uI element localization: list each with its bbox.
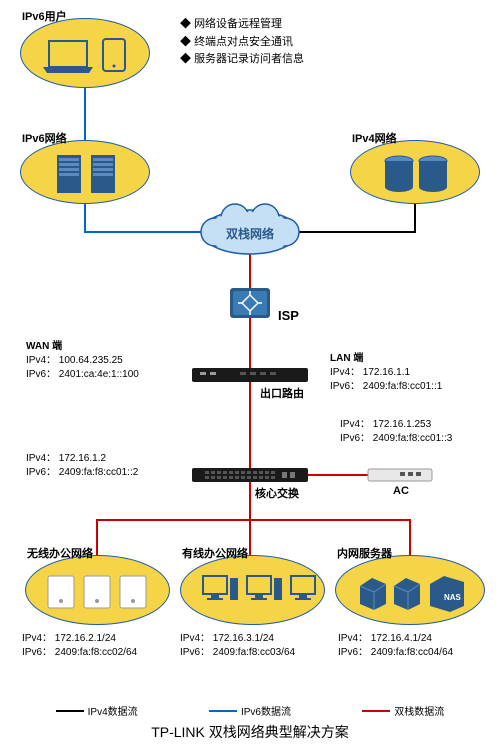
wan-addresses: WAN 端 IPv4： 100.64.235.25 IPv6： 2401:ca:… <box>26 340 139 382</box>
core-ipv4: IPv4： 172.16.1.2 <box>26 452 138 466</box>
core-addresses: IPv4： 172.16.1.2 IPv6： 2409:fa:f8:cc01::… <box>26 452 138 480</box>
wireless-node <box>25 555 170 625</box>
ipv4-network-node <box>350 140 480 204</box>
server-rack-icon <box>21 141 151 205</box>
wan-ipv4: IPv4： 100.64.235.25 <box>26 354 139 368</box>
desktop-pc-icon <box>181 556 326 626</box>
core-switch-label: 核心交换 <box>255 485 299 501</box>
ac-ipv6: IPv6： 2409:fa:f8:cc01::3 <box>340 432 452 446</box>
servers-ipv6: IPv6： 2409:fa:f8:cc04/64 <box>338 646 453 660</box>
lan-ipv6: IPv6： 2409:fa:f8:cc01::1 <box>330 380 442 394</box>
router-label: 出口路由 <box>260 385 304 401</box>
wireless-ipv6: IPv6： 2409:fa:f8:cc02/64 <box>22 646 137 660</box>
lan-addresses: LAN 端 IPv4： 172.16.1.1 IPv6： 2409:fa:f8:… <box>330 352 442 394</box>
bullet-3: 服务器记录访问者信息 <box>194 53 304 65</box>
legend-ipv4: IPv4数据流 <box>56 703 138 718</box>
legend-dual: 双栈数据流 <box>362 703 444 718</box>
servers-label: 内网服务器 <box>337 545 392 561</box>
laptop-tablet-icon <box>21 19 151 89</box>
servers-addresses: IPv4： 172.16.4.1/24 IPv6： 2409:fa:f8:cc0… <box>338 632 453 660</box>
wan-title: WAN 端 <box>26 340 139 354</box>
wired-ipv6: IPv6： 2409:fa:f8:cc03/64 <box>180 646 295 660</box>
router-device-icon <box>192 368 308 382</box>
isp-device-icon <box>230 288 270 318</box>
svg-text:NAS: NAS <box>444 593 462 602</box>
dual-stack-cloud-label: 双栈网络 <box>226 225 274 242</box>
wireless-label: 无线办公网络 <box>27 545 93 561</box>
ac-device-icon <box>368 469 432 481</box>
ac-label: AC <box>393 485 409 497</box>
wan-ipv6: IPv6： 2401:ca:4e:1::100 <box>26 368 139 382</box>
database-icon <box>351 141 481 205</box>
servers-node: NAS <box>335 555 485 625</box>
feature-bullets: ◆ 网络设备远程管理 ◆ 终端点对点安全通讯 ◆ 服务器记录访问者信息 <box>180 16 304 69</box>
wired-ipv4: IPv4： 172.16.3.1/24 <box>180 632 295 646</box>
diagram-canvas: IPv6用户 ◆ 网络设备远程管理 ◆ 终端点对点安全通讯 ◆ 服务器记录访问者… <box>0 0 500 750</box>
wireless-addresses: IPv4： 172.16.2.1/24 IPv6： 2409:fa:f8:cc0… <box>22 632 137 660</box>
ipv6-user-label: IPv6用户 <box>22 8 67 24</box>
ac-addresses: IPv4： 172.16.1.253 IPv6： 2409:fa:f8:cc01… <box>340 418 452 446</box>
wired-addresses: IPv4： 172.16.3.1/24 IPv6： 2409:fa:f8:cc0… <box>180 632 295 660</box>
ipv4-network-label: IPv4网络 <box>352 130 397 146</box>
ac-ipv4: IPv4： 172.16.1.253 <box>340 418 452 432</box>
legend: IPv4数据流 IPv6数据流 双栈数据流 <box>0 703 500 718</box>
servers-ipv4: IPv4： 172.16.4.1/24 <box>338 632 453 646</box>
legend-ipv6: IPv6数据流 <box>209 703 291 718</box>
isp-label: ISP <box>278 308 299 323</box>
wireless-ipv4: IPv4： 172.16.2.1/24 <box>22 632 137 646</box>
server-nas-icon: NAS <box>336 556 486 626</box>
ipv6-user-node <box>20 18 150 88</box>
ap-panel-icon <box>26 556 171 626</box>
lan-title: LAN 端 <box>330 352 442 366</box>
core-switch-device-icon <box>192 468 308 482</box>
wired-node <box>180 555 325 625</box>
ipv6-network-node <box>20 140 150 204</box>
ipv6-network-label: IPv6网络 <box>22 130 67 146</box>
bullet-1: 网络设备远程管理 <box>194 18 282 30</box>
bullet-2: 终端点对点安全通讯 <box>194 36 293 48</box>
diagram-title: TP-LINK 双栈网络典型解决方案 <box>0 722 500 742</box>
core-ipv6: IPv6： 2409:fa:f8:cc01::2 <box>26 466 138 480</box>
lan-ipv4: IPv4： 172.16.1.1 <box>330 366 442 380</box>
wired-label: 有线办公网络 <box>182 545 248 561</box>
